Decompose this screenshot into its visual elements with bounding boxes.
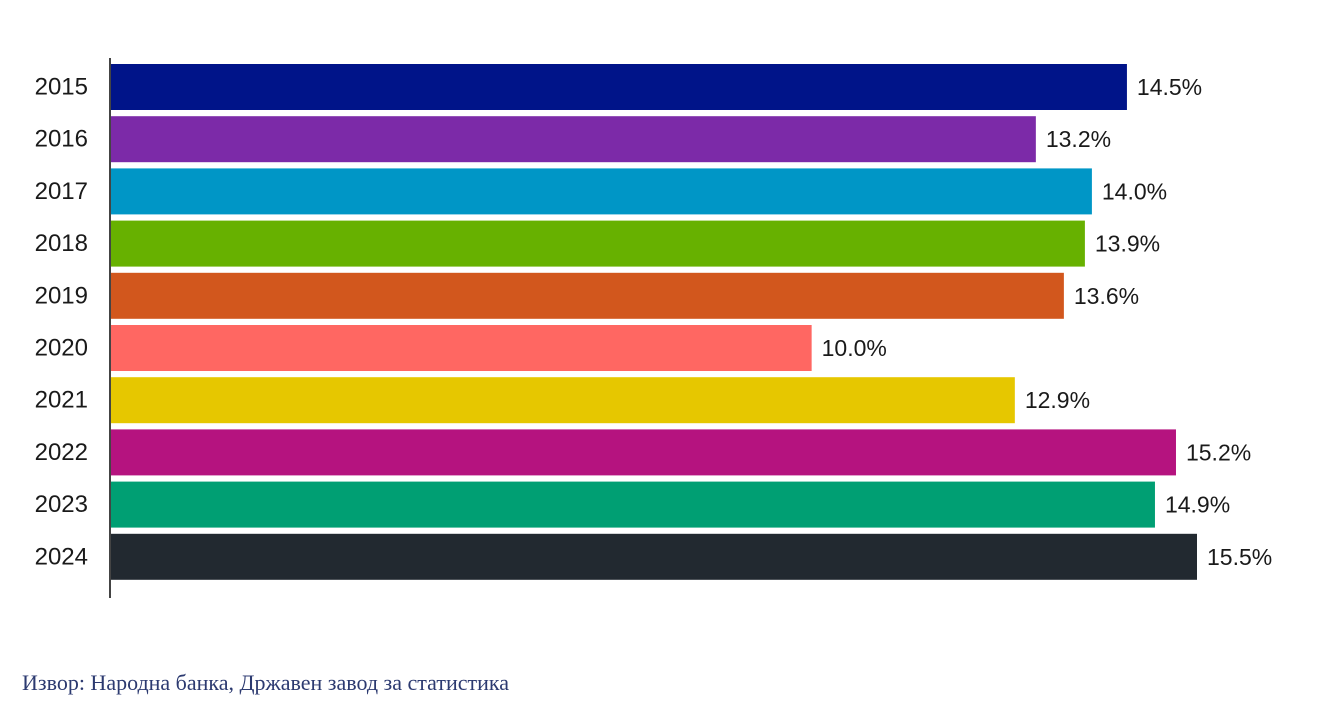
bar-2021: [111, 377, 1015, 424]
category-label-2023: 2023: [35, 491, 88, 518]
bar-chart: 2015 14.5% 2016 13.2% 2017 14.0% 2018 13.9% 2019…: [35, 58, 1272, 598]
value-label-2023: 14.9%: [1165, 492, 1230, 518]
bar-2017: [111, 168, 1092, 215]
category-label-2018: 2018: [35, 230, 88, 257]
category-label-2021: 2021: [35, 387, 88, 414]
value-label-2016: 13.2%: [1046, 126, 1111, 152]
value-label-2022: 15.2%: [1186, 439, 1251, 465]
bar-2020: [111, 325, 812, 371]
category-label-2020: 2020: [35, 335, 88, 362]
value-label-2015: 14.5%: [1137, 74, 1202, 100]
value-label-2018: 13.9%: [1095, 231, 1160, 257]
bar-2023: [111, 481, 1155, 528]
source-note: Извор: Народна банка, Државен завод за с…: [22, 670, 510, 695]
category-label-2016: 2016: [35, 126, 88, 153]
value-label-2021: 12.9%: [1025, 387, 1090, 413]
bar-2022: [111, 429, 1176, 476]
bar-2018: [111, 220, 1085, 267]
value-label-2019: 13.6%: [1074, 283, 1139, 309]
bar-2024: [111, 533, 1197, 580]
category-label-2015: 2015: [35, 74, 88, 101]
category-label-2017: 2017: [35, 178, 88, 205]
category-label-2022: 2022: [35, 439, 88, 466]
value-label-2020: 10.0%: [822, 335, 887, 361]
bars-group: 2015 14.5% 2016 13.2% 2017 14.0% 2018 13.9% 2019…: [35, 64, 1272, 580]
value-label-2017: 14.0%: [1102, 178, 1167, 204]
bar-2016: [111, 116, 1036, 163]
category-label-2024: 2024: [35, 543, 88, 570]
category-label-2019: 2019: [35, 282, 88, 309]
bar-2015: [111, 64, 1127, 110]
bar-2019: [111, 272, 1064, 319]
value-label-2024: 15.5%: [1207, 544, 1272, 570]
